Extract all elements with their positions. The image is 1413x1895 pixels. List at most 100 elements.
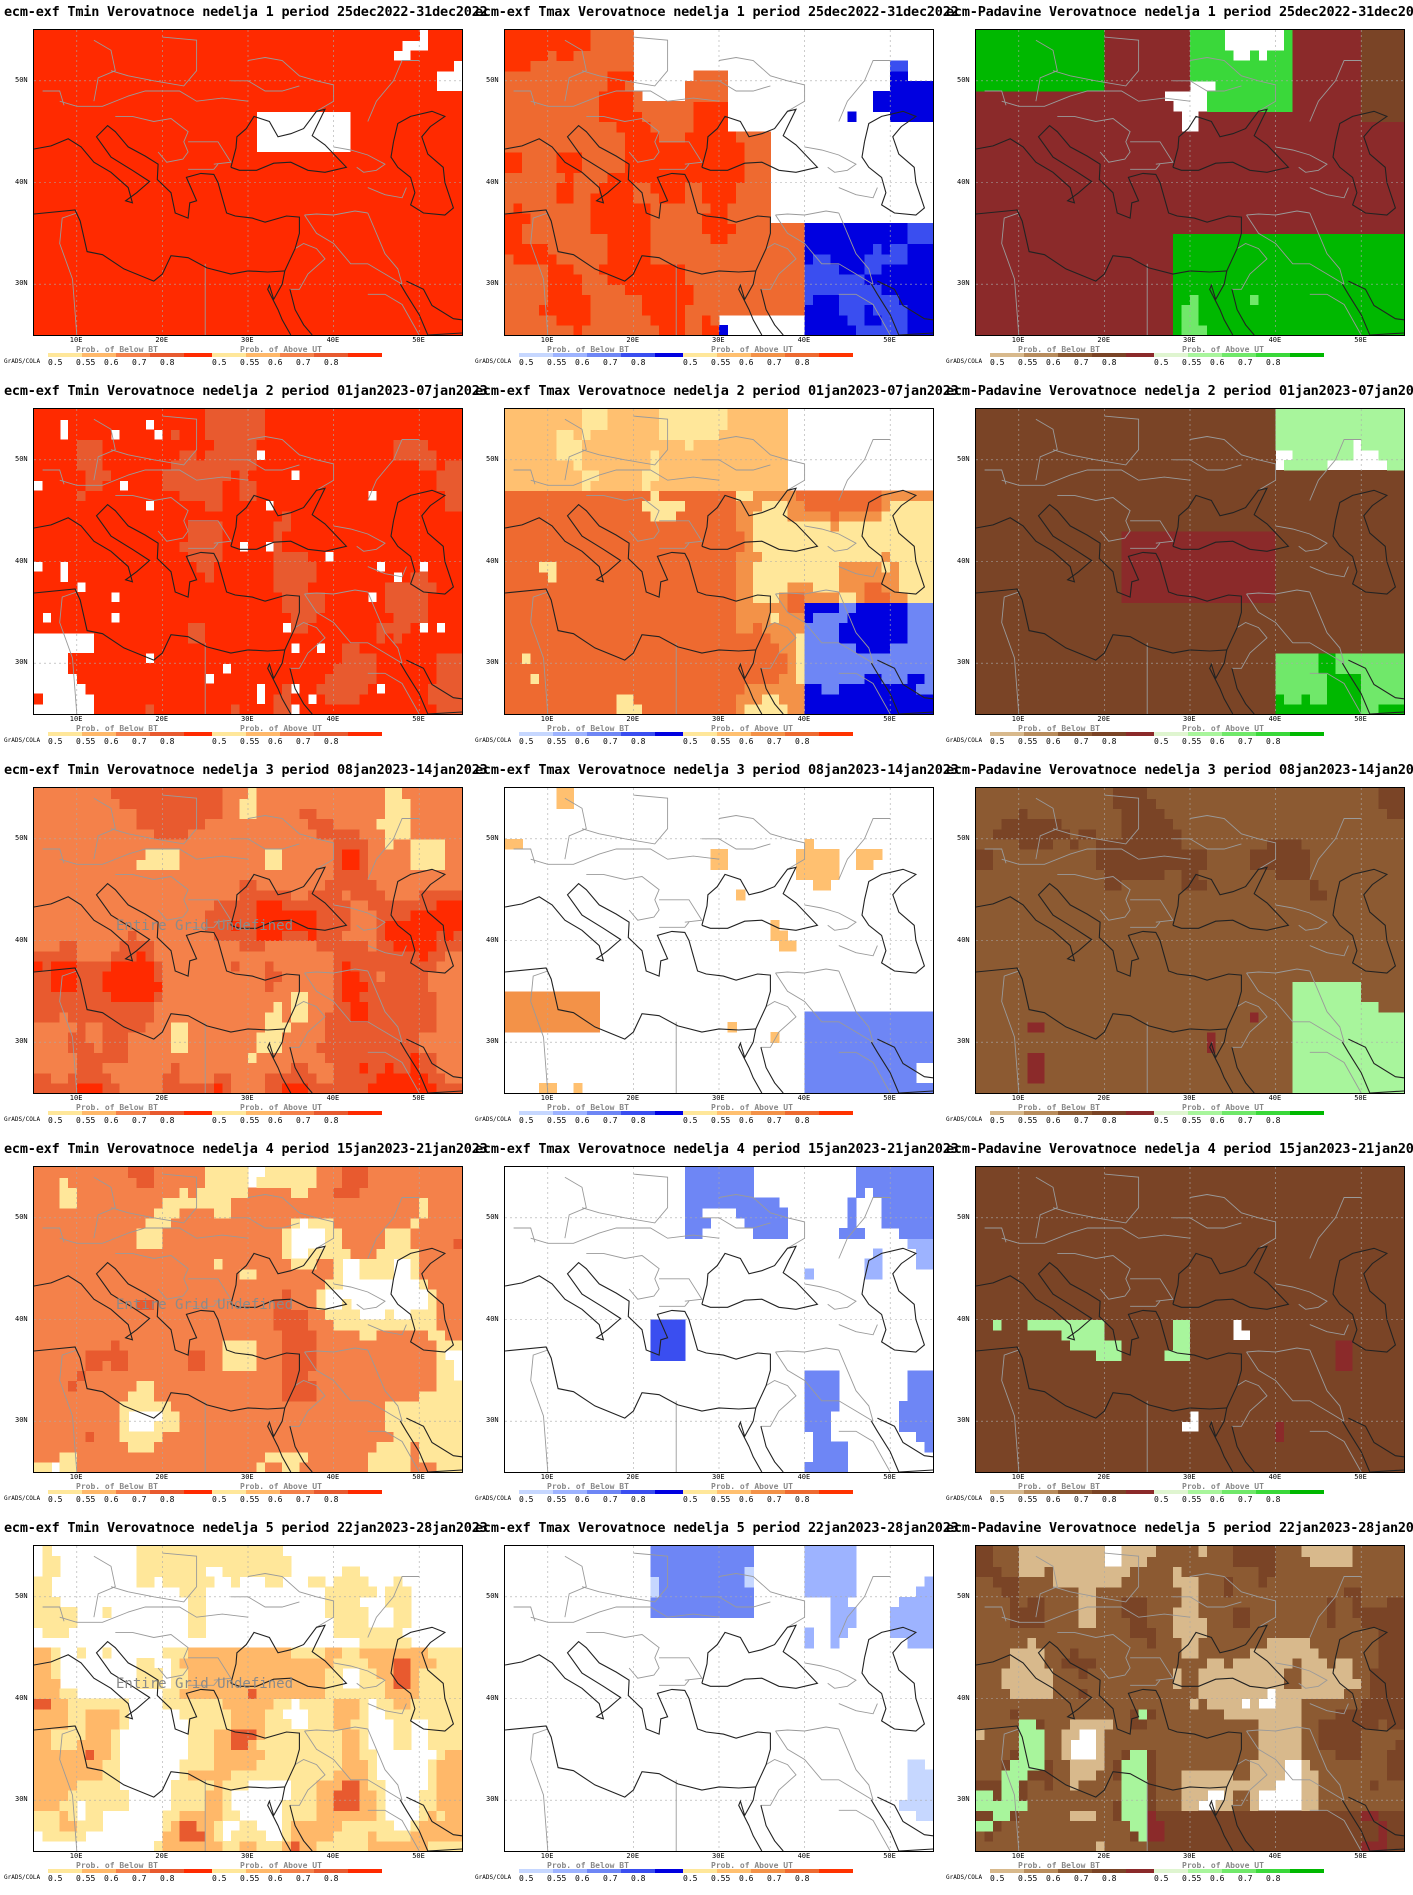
legend-tick: 0.7 [1238, 358, 1253, 367]
legend-above-title: Prob. of Above UT [711, 1861, 793, 1870]
longitude-label: 10E [69, 715, 83, 723]
panel-title: ecm-exf Tmax Verovatnoce nedelja 5 perio… [475, 1520, 959, 1536]
legend-tick: 0.5 [683, 1116, 698, 1125]
latitude-label: 30N [486, 658, 499, 667]
legend-ticks: 0.5 0.55 0.6 0.7 0.8 [519, 358, 659, 367]
probability-map [975, 408, 1405, 715]
legend-below: Prob. of Below BT 0.5 0.55 0.6 0.7 0.8 [48, 1102, 228, 1132]
map-canvas [34, 30, 462, 335]
legend-tick: 0.7 [767, 358, 782, 367]
latitude-label: 40N [486, 556, 499, 565]
legend-tick: 0.5 [990, 1874, 1005, 1883]
legend-ticks: 0.5 0.55 0.6 0.7 0.8 [990, 1874, 1130, 1883]
legend-below-title: Prob. of Below BT [1018, 1103, 1100, 1112]
legend-tick: 0.55 [240, 358, 260, 367]
legend-tick: 0.55 [76, 1116, 96, 1125]
probability-map [975, 29, 1405, 336]
probability-map [504, 1545, 934, 1852]
legend-swatch [819, 353, 853, 357]
legend-tick: 0.7 [1238, 1874, 1253, 1883]
legend-swatch [655, 1490, 689, 1494]
probability-legend: GrADS/COLA Prob. of Below BT 0.5 0.55 0.6 0.7… [0, 1481, 471, 1511]
legend-color-bar [990, 732, 1160, 736]
legend-tick: 0.8 [1266, 1874, 1281, 1883]
longitude-label: 10E [69, 1473, 83, 1481]
legend-swatch [683, 1869, 717, 1873]
legend-tick: 0.8 [1102, 1874, 1117, 1883]
legend-tick: 0.6 [268, 1874, 283, 1883]
legend-above: Prob. of Above UT 0.5 0.55 0.6 0.7 0.8 [212, 344, 392, 374]
legend-swatch [990, 353, 1024, 357]
legend-swatch [82, 732, 116, 736]
legend-swatch [519, 1490, 553, 1494]
latitude-label: 40N [486, 1693, 499, 1702]
legend-swatch [1092, 732, 1126, 736]
longitude-label: 40E [326, 336, 340, 344]
longitude-label: 20E [1097, 1094, 1111, 1102]
legend-tick: 0.7 [603, 1495, 618, 1504]
legend-tick: 0.8 [795, 358, 810, 367]
probability-map [33, 29, 463, 336]
legend-swatch [212, 732, 246, 736]
legend-swatch [1154, 1111, 1188, 1115]
legend-swatch [1222, 732, 1256, 736]
legend-tick: 0.55 [76, 358, 96, 367]
legend-swatch [717, 1869, 751, 1873]
legend-tick: 0.5 [212, 358, 227, 367]
legend-tick: 0.6 [1210, 1495, 1225, 1504]
map-canvas [505, 409, 933, 714]
latitude-label: 50N [486, 833, 499, 842]
legend-above: Prob. of Above UT 0.5 0.55 0.6 0.7 0.8 [1154, 1860, 1334, 1890]
forecast-panel-tmin-week-1: ecm-exf Tmin Verovatnoce nedelja 1 perio… [0, 0, 488, 379]
legend-swatch [1188, 353, 1222, 357]
legend-below-title: Prob. of Below BT [547, 345, 629, 354]
legend-swatch [1126, 1490, 1160, 1494]
legend-tick: 0.8 [1102, 1116, 1117, 1125]
legend-swatch [1154, 1869, 1188, 1873]
legend-tick: 0.6 [268, 737, 283, 746]
legend-swatch [785, 1869, 819, 1873]
legend-color-bar [1154, 353, 1324, 357]
legend-tick: 0.8 [795, 1116, 810, 1125]
legend-tick: 0.8 [160, 358, 175, 367]
latitude-label: 30N [15, 658, 28, 667]
legend-swatch [553, 353, 587, 357]
longitude-label: 40E [1268, 1473, 1282, 1481]
longitude-label: 10E [69, 1852, 83, 1860]
legend-ticks: 0.5 0.55 0.6 0.7 0.8 [48, 1874, 188, 1883]
legend-tick: 0.7 [132, 1116, 147, 1125]
legend-tick: 0.5 [1154, 1116, 1169, 1125]
legend-swatch [1256, 1869, 1290, 1873]
longitude-label: 10E [1011, 1473, 1025, 1481]
longitude-label: 40E [326, 1473, 340, 1481]
probability-legend: GrADS/COLA Prob. of Below BT 0.5 0.55 0.6 0.7… [471, 1102, 942, 1132]
longitude-label: 50E [1354, 1094, 1367, 1102]
probability-legend: GrADS/COLA Prob. of Below BT 0.5 0.55 0.6 0.7… [471, 344, 942, 374]
probability-legend: GrADS/COLA Prob. of Below BT 0.5 0.55 0.6 0.7… [942, 1481, 1413, 1511]
legend-tick: 0.5 [990, 358, 1005, 367]
legend-swatch [314, 1869, 348, 1873]
legend-below: Prob. of Below BT 0.5 0.55 0.6 0.7 0.8 [519, 1481, 699, 1511]
grads-credit: GrADS/COLA [4, 1874, 41, 1881]
forecast-panel-prec-week-1: ecm-Padavine Verovatnoce nedelja 1 perio… [942, 0, 1413, 379]
legend-color-bar [212, 732, 382, 736]
longitude-label: 50E [883, 1094, 896, 1102]
legend-swatch [717, 353, 751, 357]
legend-color-bar [212, 1490, 382, 1494]
legend-swatch [280, 1869, 314, 1873]
legend-tick: 0.55 [1018, 1874, 1038, 1883]
legend-swatch [819, 1111, 853, 1115]
longitude-label: 50E [1354, 715, 1367, 723]
longitude-label: 40E [797, 1094, 811, 1102]
legend-swatch [184, 732, 218, 736]
legend-swatch [785, 353, 819, 357]
legend-swatch [48, 1490, 82, 1494]
legend-below-title: Prob. of Below BT [1018, 1482, 1100, 1491]
legend-tick: 0.8 [160, 1495, 175, 1504]
legend-tick: 0.6 [575, 737, 590, 746]
legend-swatch [717, 1490, 751, 1494]
legend-tick: 0.6 [739, 1116, 754, 1125]
longitude-label: 30E [241, 715, 254, 723]
legend-swatch [553, 1869, 587, 1873]
legend-swatch [785, 1111, 819, 1115]
